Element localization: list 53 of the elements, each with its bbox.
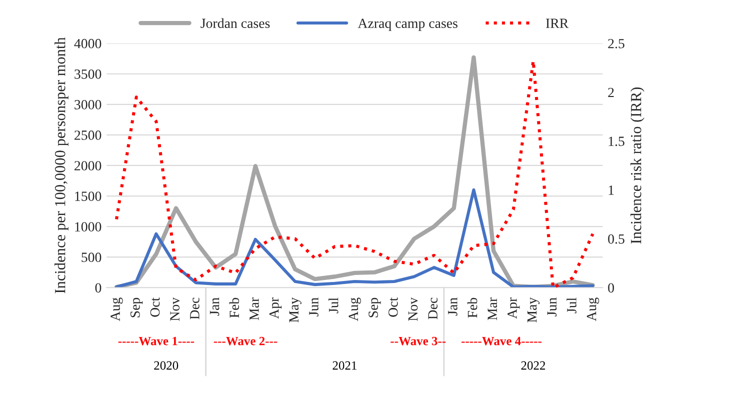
y-tick-label: 2500 (74, 130, 102, 140)
x-tick-label: Dec (190, 298, 200, 320)
x-tick-label: Dec (428, 298, 438, 320)
x-tick-label: Sep (130, 298, 143, 318)
text: 2021 (332, 361, 356, 370)
x-tick-label: Oct (150, 297, 160, 317)
x-tick-label: May (289, 297, 302, 322)
x-tick-label: Jul (328, 298, 338, 314)
x-tick-label: Aug (586, 298, 600, 322)
y2-tick-label: 2 (608, 88, 614, 98)
x-tick-label: Nov (408, 297, 418, 321)
text: 2022 (521, 361, 546, 370)
x-tick-label: Aug (110, 298, 123, 322)
y-tick-label: 1500 (75, 192, 102, 201)
y-tick-label: 500 (82, 252, 102, 262)
y-tick-label: 2000 (74, 161, 102, 170)
line-series (114, 188, 594, 288)
y2-tick-label: 0.5 (608, 234, 624, 244)
x-tick-label: Feb (229, 298, 240, 318)
y2-tick-label: 1 (608, 186, 614, 195)
y-axis-title: Incidence per 100,0000 personsper month (54, 37, 68, 294)
legend-label: Azraq camp cases (358, 18, 458, 31)
x-tick-label: Jun (309, 298, 318, 316)
text: 2020 (154, 361, 178, 370)
x-tick-label: Sep (368, 298, 381, 318)
y-tick-label: 4000 (74, 38, 102, 48)
x-tick-label: Aug (348, 298, 361, 322)
y-tick-label: 1000 (75, 222, 102, 232)
x-tick-label: May (527, 297, 540, 322)
x-tick-label: Nov (170, 297, 180, 321)
text: -----Wave 1---- (118, 336, 194, 346)
legend-label: Jordan cases (200, 18, 270, 28)
x-tick-label: Jan (448, 298, 458, 316)
y2-tick-label: 0 (608, 283, 614, 293)
text: --Wave 3-- (390, 336, 446, 346)
x-tick-label: Apr (269, 297, 282, 319)
y-tick-label: 0 (95, 283, 102, 293)
x-tick-label: Feb (467, 298, 478, 318)
legend-label: IRR (546, 18, 569, 28)
x-tick-label: Apr (508, 297, 520, 319)
y-tick-label: 3000 (74, 100, 102, 110)
y2-axis-title: Incidence risk ratio (IRR) (630, 87, 644, 244)
x-tick-label: Oct (388, 297, 398, 317)
x-tick-label: Mar (250, 297, 259, 320)
x-tick-label: Jul (566, 298, 576, 314)
text: ---Wave 2--- (214, 336, 278, 346)
x-tick-label: Jun (547, 298, 557, 316)
x-tick-label: Mar (488, 297, 498, 320)
text: -----Wave 4----- (462, 336, 542, 346)
x-tick-label: Jan (210, 298, 220, 316)
y2-tick-label: 1.5 (608, 136, 624, 146)
y2-tick-label: 2.5 (608, 38, 624, 48)
y-tick-label: 3500 (74, 69, 102, 79)
